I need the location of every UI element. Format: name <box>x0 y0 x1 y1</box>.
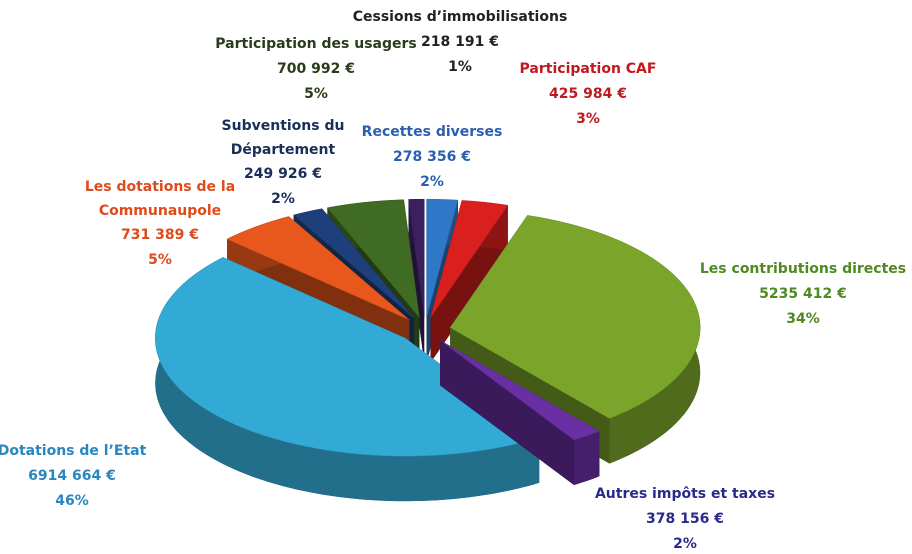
slice-label: Autres impôts et taxes 378 156 € 2% <box>595 482 775 554</box>
slice-label: Dotations de l’Etat 6914 664 € 46% <box>0 439 146 514</box>
slice-amount: 731 389 € <box>121 227 199 243</box>
slice-amount: 6914 664 € <box>28 468 116 484</box>
slice <box>293 208 415 319</box>
slice-label: Recettes diverses 278 356 € 2% <box>362 120 503 195</box>
slice <box>430 200 509 318</box>
slice-label: Participation des usagers 700 992 € 5% <box>215 32 416 107</box>
slice-percent: 46% <box>55 493 89 509</box>
slice-label: Participation CAF 425 984 € 3% <box>520 57 657 132</box>
slice-amount: 425 984 € <box>549 86 627 102</box>
slice-amount: 249 926 € <box>244 166 322 182</box>
slice <box>408 198 425 318</box>
slice-amount: 5235 412 € <box>759 286 847 302</box>
slice-percent: 2% <box>271 191 295 207</box>
slice-name: Subventions du Département <box>221 118 345 158</box>
slice-side <box>574 431 600 485</box>
slice-name: Participation des usagers <box>215 36 417 52</box>
slice-name: Les contributions directes <box>699 261 907 277</box>
slice-label: Subventions du Département 249 926 € 2% <box>218 114 348 212</box>
slice-label: Les contributions directes 5235 412 € 34% <box>700 257 906 332</box>
slice-amount: 700 992 € <box>277 61 355 77</box>
slice-label: Les dotations de la Communaupole 731 389 … <box>75 175 245 273</box>
slice-amount: 378 156 € <box>646 511 724 527</box>
slice-percent: 2% <box>673 536 697 552</box>
slice <box>155 257 540 457</box>
slice <box>449 215 701 419</box>
slice <box>426 198 459 318</box>
slice-name: Participation CAF <box>519 61 657 77</box>
slice-percent: 34% <box>786 311 820 327</box>
slice-percent: 3% <box>576 111 600 127</box>
slice <box>326 199 420 319</box>
slice <box>439 340 600 441</box>
slice-percent: 5% <box>304 86 328 102</box>
slice-amount: 278 356 € <box>393 149 471 165</box>
slice-name: Autres impôts et taxes <box>594 486 776 502</box>
slice-name: Recettes diverses <box>361 124 503 140</box>
slice-name: Dotations de l’Etat <box>0 443 147 459</box>
slice-side <box>155 257 540 502</box>
slice-amount: 218 191 € <box>421 34 499 50</box>
slice-label: Cessions d’immobilisations 218 191 € 1% <box>353 5 568 80</box>
slice <box>226 216 410 321</box>
slice-percent: 5% <box>148 252 172 268</box>
slice-percent: 2% <box>420 174 444 190</box>
slice-name: Les dotations de la Communaupole <box>84 179 236 219</box>
slice-percent: 1% <box>448 59 472 75</box>
slice-edge <box>440 340 575 485</box>
slice-name: Cessions d’immobilisations <box>352 9 568 25</box>
